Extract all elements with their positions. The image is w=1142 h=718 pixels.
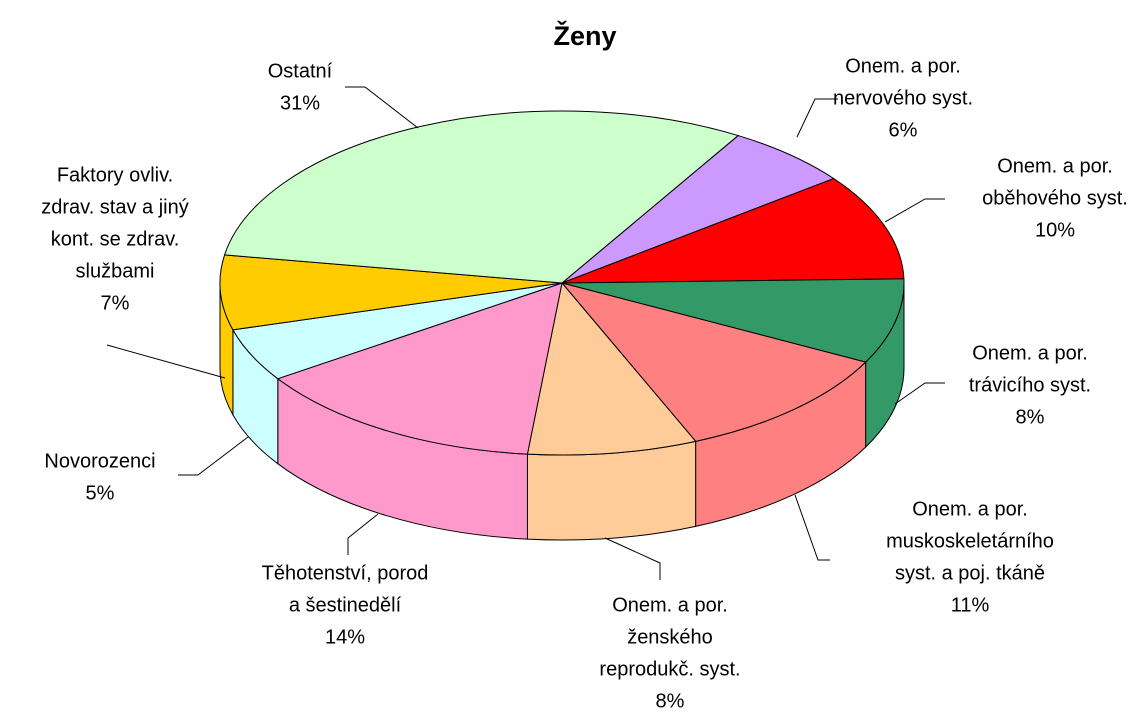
- slice: [223, 110, 740, 284]
- slice-label: syst. a poj. tkáně: [895, 562, 1045, 584]
- leader-line: [604, 537, 661, 580]
- leader-line: [796, 98, 838, 138]
- value-label: 8%: [1016, 406, 1045, 428]
- slice: [560, 282, 867, 442]
- slice-label: nervového syst.: [833, 87, 973, 109]
- value-label: 8%: [656, 690, 685, 712]
- slice-label: zdrav. stav a jiný: [41, 196, 188, 218]
- value-label: 31%: [280, 92, 320, 114]
- slice-label: Faktory ovliv.: [57, 164, 173, 186]
- slice-label: Onem. a por.: [997, 155, 1113, 177]
- slice: [219, 254, 563, 331]
- leader-line: [345, 86, 419, 129]
- slice-label: kont. se zdrav.: [51, 228, 180, 250]
- slice-label: Ostatní: [268, 60, 333, 82]
- slice-label: trávicího syst.: [969, 374, 1091, 396]
- value-label: 14%: [325, 626, 365, 648]
- slice-label: Novorozenci: [44, 450, 155, 472]
- value-label: 5%: [86, 482, 115, 504]
- slice-label: Onem. a por.: [972, 342, 1088, 364]
- value-label: 11%: [951, 594, 990, 616]
- value-label: 10%: [1035, 219, 1075, 241]
- leader-line: [178, 436, 249, 476]
- leader-line: [894, 382, 945, 405]
- slice: [561, 278, 905, 363]
- value-label: 7%: [101, 292, 130, 314]
- slice: [561, 177, 905, 284]
- value-label: 6%: [889, 119, 918, 141]
- slice-label: reprodukč. syst.: [599, 658, 740, 680]
- slice-label: a šestinedělí: [289, 594, 402, 616]
- slice-label: ženského: [627, 626, 713, 648]
- slice-side: [526, 440, 697, 541]
- slice-label: oběhového syst.: [982, 187, 1128, 209]
- slice-label: Onem. a por.: [845, 55, 961, 77]
- leader-line: [794, 494, 830, 561]
- slice-label: muskoskeletárního: [886, 530, 1054, 552]
- slice: [561, 135, 835, 284]
- chart-title: Ženy: [553, 20, 616, 51]
- slice-label: Onem. a por.: [912, 498, 1028, 520]
- slice: [526, 281, 697, 456]
- slice-label: Těhotenství, porod: [262, 562, 429, 584]
- leader-line: [106, 344, 226, 379]
- slice-label: službami: [76, 260, 155, 282]
- slice-label: Onem. a por.: [612, 594, 728, 616]
- leader-line: [884, 198, 945, 223]
- slice: [276, 282, 563, 455]
- leader-line: [347, 513, 379, 555]
